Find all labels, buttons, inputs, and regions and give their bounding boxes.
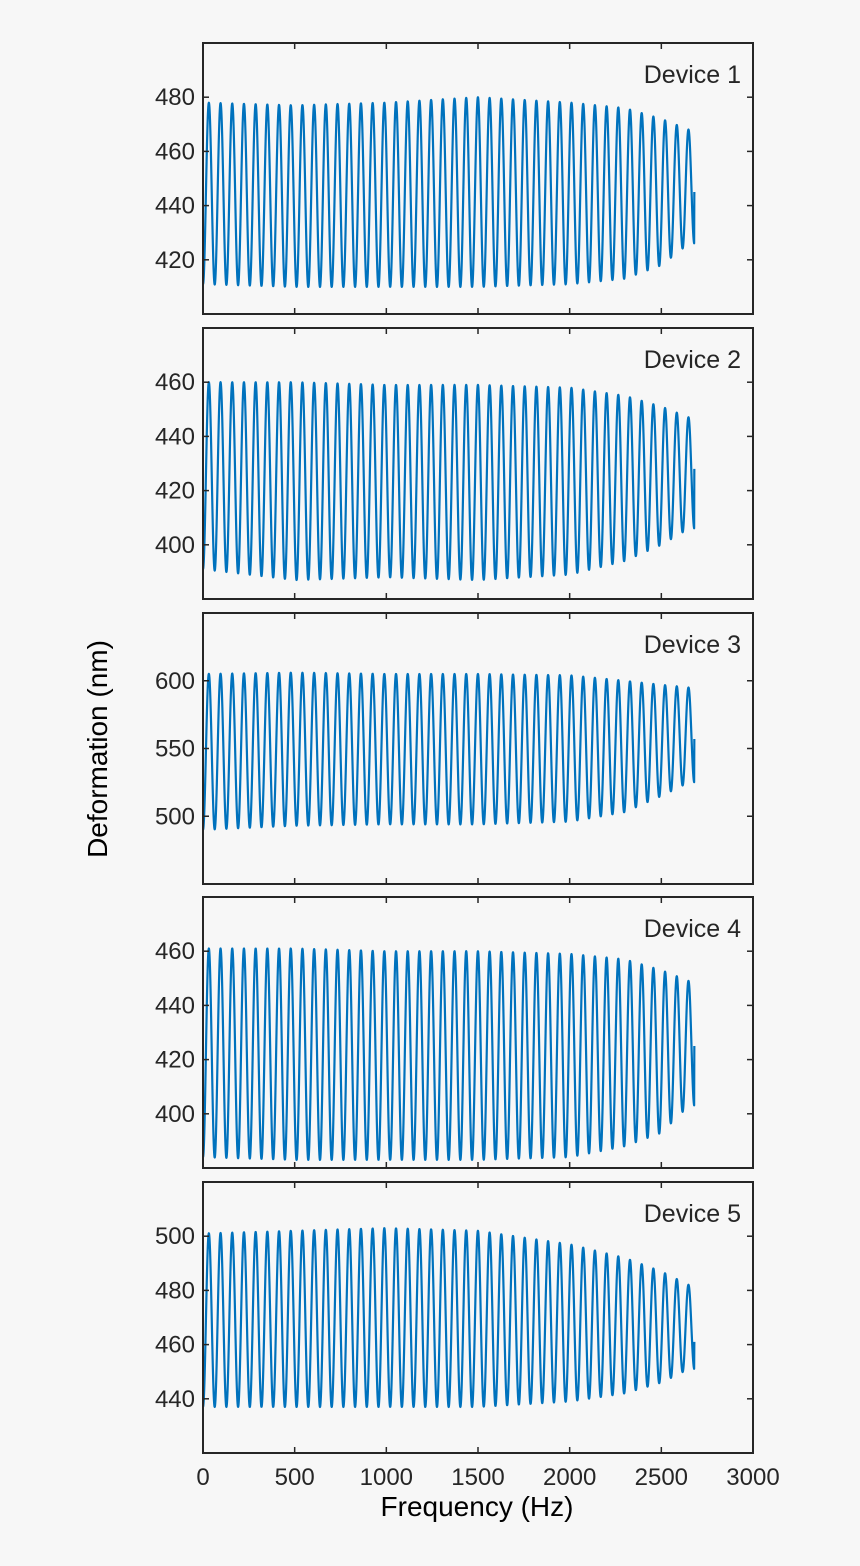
panel-label: Device 5: [644, 1200, 741, 1228]
x-tick-label: 2500: [635, 1464, 688, 1491]
y-tick-label: 440: [155, 423, 195, 450]
y-tick-label: 420: [155, 1047, 195, 1074]
x-axis-label: Frequency (Hz): [381, 1491, 574, 1522]
panel-label: Device 2: [644, 346, 741, 374]
y-axis-label: Deformation (nm): [82, 640, 113, 858]
panel-device-3: 500 550 600 Device 3: [155, 612, 754, 885]
x-tick-label: 0: [196, 1464, 209, 1491]
y-tick-label: 460: [155, 938, 195, 965]
panel-label: Device 1: [644, 61, 741, 89]
series-line-device-2: [203, 381, 696, 582]
x-tick-label: 2000: [543, 1464, 596, 1491]
y-tick-label: 600: [155, 668, 195, 695]
x-tick-label: 500: [275, 1464, 315, 1491]
y-tick-label: 460: [155, 369, 195, 396]
y-tick-label: 400: [155, 532, 195, 559]
panel-device-1: 420 440 460 480 Device 1: [155, 42, 754, 315]
y-tick-label: 480: [155, 1277, 195, 1304]
series-line-device-3: [203, 671, 696, 831]
y-tick-label: 500: [155, 1223, 195, 1250]
y-tick-label: 440: [155, 992, 195, 1019]
y-tick-label: 420: [155, 247, 195, 274]
series-line-device-5: [203, 1227, 696, 1409]
panels: 420 440 460 480 Device 1 400 420 440 460 Device 2…: [155, 42, 780, 1491]
y-tick-label: 440: [155, 193, 195, 220]
panel-label: Device 4: [644, 915, 741, 943]
x-tick-label: 3000: [726, 1464, 779, 1491]
y-tick-label: 400: [155, 1101, 195, 1128]
panel-label: Device 3: [644, 631, 741, 659]
y-tick-label: 460: [155, 138, 195, 165]
panel-device-4: 400 420 440 460 Device 4: [155, 896, 754, 1169]
y-tick-label: 420: [155, 478, 195, 505]
panel-device-5: 440 460 480 500 Device 5 0 500 1000 1500 2000 2500…: [155, 1181, 780, 1491]
y-tick-label: 500: [155, 803, 195, 830]
panel-device-2: 400 420 440 460 Device 2: [155, 327, 754, 600]
y-tick-label: 440: [155, 1386, 195, 1413]
series-line-device-4: [203, 947, 696, 1161]
x-tick-label: 1000: [360, 1464, 413, 1491]
x-tick-label: 1500: [451, 1464, 504, 1491]
series-line-device-1: [203, 96, 696, 288]
y-tick-label: 460: [155, 1332, 195, 1359]
y-tick-label: 550: [155, 736, 195, 763]
y-tick-label: 480: [155, 84, 195, 111]
